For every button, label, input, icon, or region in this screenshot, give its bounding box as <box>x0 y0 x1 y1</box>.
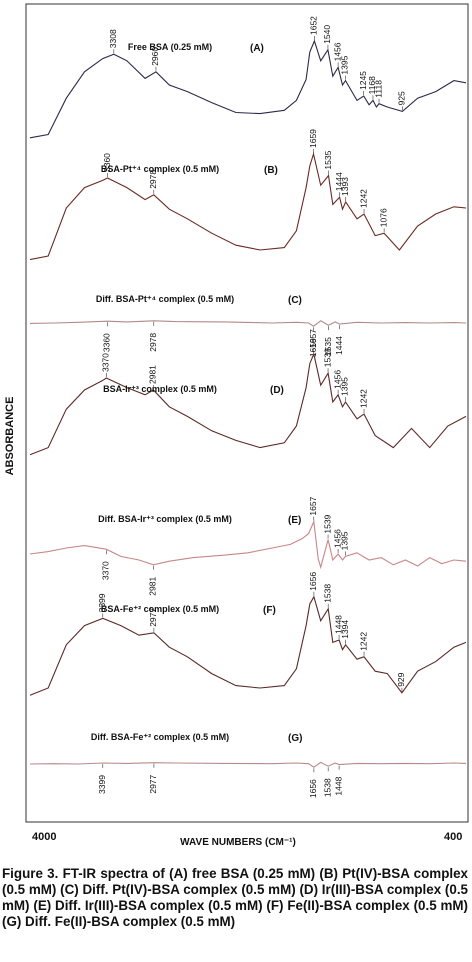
peak-label: 2977 <box>148 608 158 627</box>
peak-label: 925 <box>397 91 407 105</box>
peak-label: 1538 <box>322 584 332 603</box>
spectrum-panel-1: BSA-Pt⁺⁴ complex (0.5 mM) (B) 3360 2978 1659… <box>29 129 467 261</box>
spectrum-panel-6: Diff. BSA-Fe⁺² complex (0.5 mM) (G) 3399 29… <box>29 732 467 798</box>
spectrum-title: Diff. BSA-Fe⁺² complex (0.5 mM) <box>91 732 229 742</box>
peak-label: 1444 <box>334 336 344 355</box>
peak-label: 3370 <box>101 561 111 580</box>
panel-letter: (E) <box>288 515 301 526</box>
panel-letter: (A) <box>250 43 264 54</box>
peak-label: 1652 <box>309 16 319 35</box>
peak-label: 1395 <box>340 531 350 550</box>
spectrum-title: Diff. BSA-Pt⁺⁴ complex (0.5 mM) <box>96 294 234 304</box>
peak-label: 1456 <box>332 370 342 389</box>
peak-label: 2978 <box>148 333 158 352</box>
peak-label: 1444 <box>334 172 344 191</box>
panel-letter: (D) <box>270 385 284 396</box>
peak-label: 1395 <box>340 377 350 396</box>
spectrum-line <box>29 352 467 456</box>
peak-label: 2978 <box>148 170 158 189</box>
spectrum-panel-0: Free BSA (0.25 mM) (A) 3308 2960 1652 1540145… <box>29 16 467 139</box>
peak-label: 1659 <box>308 338 318 357</box>
peak-label: 1535 <box>323 150 333 169</box>
panel-letter: (C) <box>288 295 302 306</box>
x-axis-label: WAVE NUMBERS (CM⁻¹) <box>180 837 296 848</box>
x-tick-4000: 4000 <box>32 831 56 843</box>
peak-label: 1395 <box>340 55 350 74</box>
peak-label: 3399 <box>97 775 107 794</box>
peak-label: 1656 <box>308 572 318 591</box>
peak-label: 3308 <box>108 29 118 48</box>
peak-label: 1659 <box>308 129 318 148</box>
peak-label: 1657 <box>308 496 318 515</box>
x-tick-400: 400 <box>444 831 462 843</box>
peak-label: 3399 <box>97 593 107 612</box>
spectrum-title: Free BSA (0.25 mM) <box>128 42 212 52</box>
peak-label: 1076 <box>378 208 388 227</box>
plot-frame <box>25 3 469 823</box>
peak-label: 1656 <box>308 779 318 798</box>
peak-label: 1448 <box>333 615 343 634</box>
spectrum-panel-4: Diff. BSA-Ir⁺³ complex (0.5 mM) (E) 3370 29… <box>29 496 467 596</box>
spectrum-title: BSA-Ir⁺³ complex (0.5 mM) <box>103 384 217 394</box>
panel-letter: (B) <box>264 165 278 176</box>
peak-label: 2981 <box>148 577 158 596</box>
peak-label: 1393 <box>340 177 350 196</box>
peak-label: 1168 <box>367 76 377 95</box>
spectrum-line <box>29 595 467 696</box>
panel-letter: (F) <box>263 605 276 616</box>
peak-label: 1448 <box>333 776 343 795</box>
peak-label: 929 <box>396 672 406 686</box>
panel-letter: (G) <box>288 733 302 744</box>
spectrum-line <box>29 761 467 768</box>
peak-label: 3360 <box>102 153 112 172</box>
peak-label: 2977 <box>148 774 158 793</box>
spectrum-title: BSA-Fe⁺² complex (0.5 mM) <box>101 604 219 614</box>
spectrum-line <box>29 151 467 261</box>
spectrum-line <box>29 519 467 570</box>
spectrum-panel-2: Diff. BSA-Pt⁺⁴ complex (0.5 mM) (C) 3360 29… <box>29 294 467 357</box>
peak-label: 1118 <box>373 80 383 98</box>
peak-label: 1535 <box>323 337 333 356</box>
peak-label: 1245 <box>358 71 368 90</box>
peak-label: 1242 <box>358 189 368 208</box>
figure-caption: Figure 3. FT-IR spectra of (A) free BSA … <box>2 866 468 929</box>
spectrum-panel-3: BSA-Ir⁺³ complex (0.5 mM) (D) 3370 2981 1657… <box>29 329 467 456</box>
peak-label: 3370 <box>101 353 111 372</box>
peak-label: 1456 <box>332 42 342 61</box>
peak-label: 1539 <box>322 514 332 533</box>
spectrum-title: BSA-Pt⁺⁴ complex (0.5 mM) <box>101 164 219 174</box>
spectrum-panel-5: BSA-Fe⁺² complex (0.5 mM) (F) 3399 2977 1656… <box>29 572 467 696</box>
peak-label: 2960 <box>150 47 160 66</box>
spectrum-line <box>29 320 467 327</box>
spectrum-line <box>29 39 467 139</box>
peak-label: 1242 <box>358 632 368 651</box>
spectrum-title: Diff. BSA-Ir⁺³ complex (0.5 mM) <box>98 514 232 524</box>
peak-label: 2981 <box>148 365 158 384</box>
y-axis-label: ABSORBANCE <box>4 396 16 476</box>
peak-label: 1242 <box>358 389 368 408</box>
peak-label: 1394 <box>340 620 350 639</box>
peak-label: 1539 <box>322 348 332 367</box>
peak-label: 1456 <box>332 529 342 548</box>
peak-label: 1540 <box>322 25 332 44</box>
peak-label: 3360 <box>102 333 112 352</box>
peak-label: 1538 <box>322 778 332 797</box>
peak-label: 1657 <box>308 329 318 348</box>
